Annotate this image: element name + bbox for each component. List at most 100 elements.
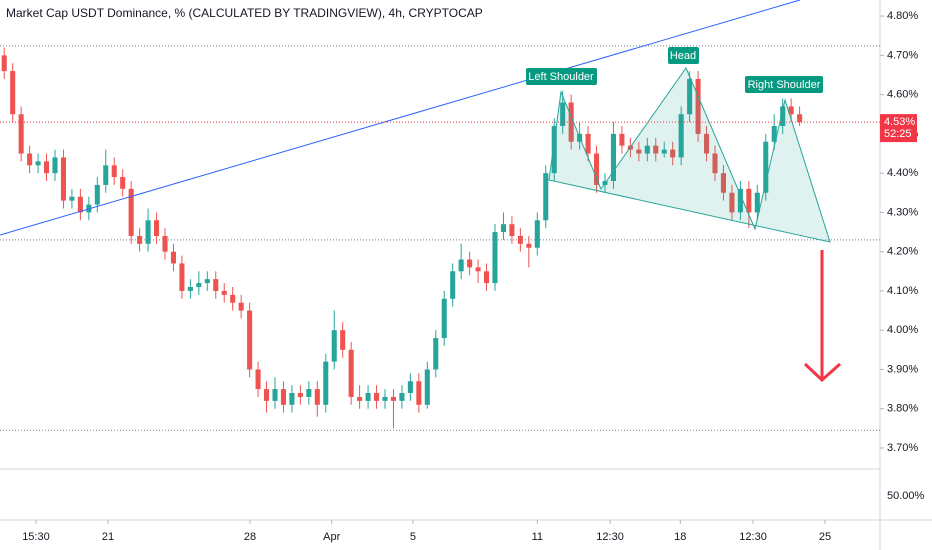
x-tick-label: 12:30 [596, 531, 624, 543]
candle-body [737, 188, 743, 213]
candle-body [788, 106, 794, 115]
x-tick-label: 18 [674, 531, 686, 543]
y-tick-label: 3.90% [887, 363, 918, 375]
candle-body [154, 220, 160, 236]
y-tick-label: 3.70% [887, 442, 918, 454]
candle-body [416, 381, 422, 405]
candle-body [467, 259, 473, 268]
candle-body [120, 177, 126, 189]
candle-body [619, 133, 625, 146]
candle-body [365, 393, 371, 401]
candle-body [509, 224, 515, 236]
candle-body [221, 290, 227, 295]
candle-body [77, 196, 83, 213]
candle-body [348, 349, 354, 397]
candle-body [500, 224, 506, 233]
candle-body [517, 235, 523, 244]
candle-body [746, 188, 752, 213]
candle-body [137, 235, 143, 244]
down-arrow [803, 250, 841, 383]
candle-body [374, 393, 380, 401]
y-tick-label: 4.60% [887, 89, 918, 101]
candle-body [492, 232, 498, 284]
annotation-box [526, 68, 597, 85]
x-tick-label: 25 [819, 531, 831, 543]
x-tick-label: 28 [244, 531, 256, 543]
candle-body [297, 393, 303, 397]
x-tick-label: Apr [323, 531, 340, 543]
y-tick-label: 3.80% [887, 403, 918, 415]
candle-body [712, 153, 718, 174]
candle-body [69, 196, 75, 201]
head-shoulders-pattern [548, 66, 831, 243]
candle-body [1, 55, 7, 72]
candle-body [103, 165, 109, 185]
annotation: Right Shoulder [748, 79, 821, 91]
candle-body [357, 396, 363, 401]
candle-body [771, 126, 777, 142]
candle-body [543, 173, 549, 221]
y-tick-label: 4.70% [887, 49, 918, 61]
annotation: Left Shoulder [528, 71, 594, 83]
annotation: Head [670, 50, 696, 62]
candle-body [323, 361, 329, 405]
candle-body [687, 78, 693, 115]
candle-body [534, 220, 540, 248]
annotation-box [668, 47, 699, 64]
candle-body [111, 165, 117, 178]
candle-body [145, 220, 151, 244]
candle-body [433, 338, 439, 370]
candle-body [720, 173, 726, 193]
chart-title: Market Cap USDT Dominance, % (CALCULATED… [6, 6, 483, 20]
candle-body [704, 133, 710, 154]
x-tick-label: 12:30 [739, 531, 767, 543]
candle-body [94, 184, 100, 205]
candle-body [458, 259, 464, 272]
candle-body [204, 279, 210, 284]
candle-body [272, 389, 278, 401]
last-price-label: 4.53% [884, 116, 915, 128]
candle-body [797, 114, 803, 123]
candle-body [18, 114, 24, 154]
candle-body [610, 133, 616, 181]
candle-body [670, 149, 676, 158]
x-tick-label: 11 [532, 531, 543, 543]
candle-body [52, 157, 58, 174]
candle-body [644, 145, 650, 154]
candle-body [636, 149, 642, 154]
candle-body [60, 157, 66, 201]
candle-body [306, 389, 312, 397]
x-tick-label: 21 [102, 531, 114, 543]
plot-area [0, 45, 880, 431]
y-tick-label: 4.80% [887, 10, 918, 22]
candle-body [441, 298, 447, 339]
candle-body [196, 283, 202, 288]
candle-body [484, 271, 490, 284]
candle-body [128, 188, 134, 236]
candle-body [551, 126, 557, 174]
candle-body [399, 393, 405, 401]
candle-body [678, 114, 684, 158]
candle-body [213, 279, 219, 291]
candle-body [585, 133, 591, 154]
candle-body [187, 287, 193, 291]
candle-body [35, 161, 41, 166]
candle-body [255, 369, 261, 390]
candle-body [247, 310, 253, 370]
candle-body [424, 369, 430, 405]
candle-body [10, 71, 16, 115]
y-tick-label: 4.00% [887, 324, 918, 336]
candle-body [238, 302, 244, 311]
countdown: 52:25 [884, 128, 912, 140]
candle-body [594, 153, 600, 185]
candle-body [475, 267, 481, 272]
candle-body [661, 149, 667, 154]
x-tick-label: 5 [410, 531, 416, 543]
candle-body [729, 192, 735, 213]
candle-body [382, 396, 388, 401]
candle-body [568, 102, 574, 142]
candle-body [264, 389, 270, 401]
candle-body [450, 271, 456, 299]
annotation-box [745, 76, 823, 93]
